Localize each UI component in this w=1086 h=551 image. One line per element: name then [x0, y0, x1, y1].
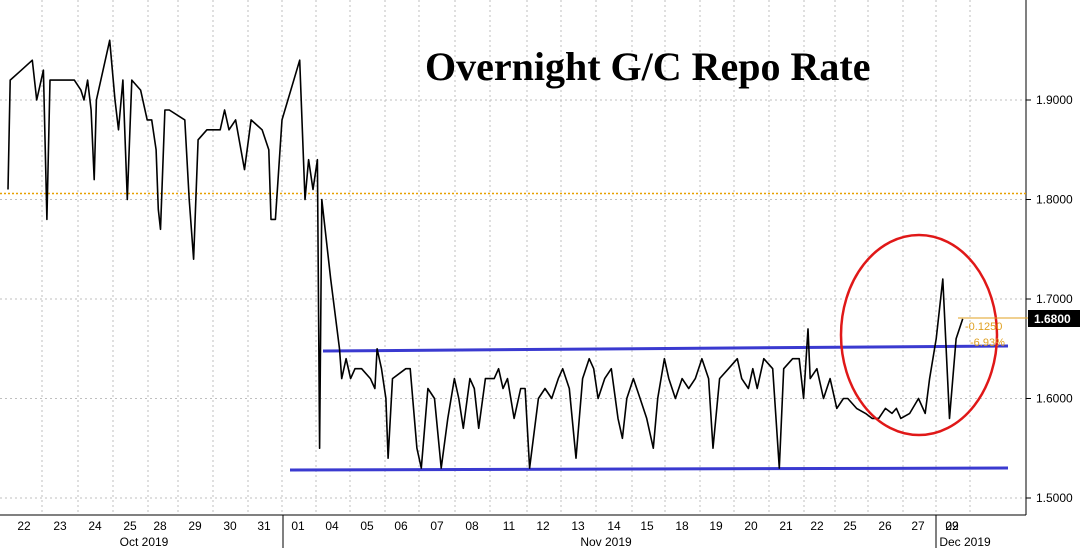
x-tick-label: 24: [88, 519, 102, 533]
x-tick-label: 23: [53, 519, 67, 533]
change-percent-label: -6.93%: [970, 337, 1005, 349]
series-line-group: [7, 39, 964, 469]
last-value-label: 1.6800: [1034, 312, 1071, 326]
x-tick-label: 12: [536, 519, 550, 533]
month-labels: Oct 2019 Nov 2019 Dec 2019: [120, 535, 991, 549]
month-label: Nov 2019: [580, 535, 632, 549]
y-tick-label: 1.5000: [1036, 491, 1073, 505]
channel-lower-line: [289, 466, 1009, 472]
x-axis-tick-labels: 22 23 24 25 28 29 30 31 01 04 05 06 07 08 11 12 13 14 15 18…: [17, 515, 959, 548]
x-tick-label: 02: [945, 519, 959, 533]
x-tick-label: 29: [188, 519, 202, 533]
x-tick-label: 22: [810, 519, 824, 533]
y-tick-label: 1.9000: [1036, 93, 1073, 107]
y-tick-label: 1.6000: [1036, 392, 1073, 406]
x-tick-label: 14: [607, 519, 621, 533]
x-tick-label: 08: [465, 519, 479, 533]
x-tick-label: 29: [945, 519, 959, 533]
x-tick-label: 30: [223, 519, 237, 533]
channel-lines: [289, 344, 1009, 472]
x-tick-label: 21: [779, 519, 793, 533]
x-tick-label: 18: [675, 519, 689, 533]
x-tick-label: 05: [360, 519, 374, 533]
chart-title: Overnight G/C Repo Rate: [425, 44, 871, 89]
y-tick-label: 1.7000: [1036, 292, 1073, 306]
y-tick-label: 1.8000: [1036, 193, 1073, 207]
x-tick-label: 19: [709, 519, 723, 533]
highlight-circle: [839, 233, 999, 437]
month-label: Oct 2019: [120, 535, 169, 549]
x-tick-label: 28: [153, 519, 167, 533]
x-tick-label: 31: [257, 519, 271, 533]
x-tick-label: 25: [843, 519, 857, 533]
y-axis-tick-labels: 1.5000 1.6000 1.7000 1.8000 1.9000: [1026, 93, 1073, 505]
x-tick-label: 11: [503, 519, 516, 533]
change-absolute-label: -0.1250: [965, 321, 1002, 333]
last-value-tag: [1028, 310, 1080, 327]
x-tick-label: 27: [911, 519, 925, 533]
grid-lines: [0, 0, 1026, 515]
x-tick-label: 26: [878, 519, 892, 533]
x-tick-label: 13: [571, 519, 585, 533]
repo-rate-series-line: [7, 39, 964, 469]
x-tick-label: 04: [325, 519, 339, 533]
x-tick-label: 25: [123, 519, 137, 533]
x-tick-label: 06: [394, 519, 408, 533]
x-tick-label: 20: [744, 519, 758, 533]
month-label: Dec 2019: [939, 535, 991, 549]
x-tick-label: 07: [430, 519, 444, 533]
x-tick-label: 15: [640, 519, 654, 533]
x-tick-label: 01: [291, 519, 305, 533]
x-tick-label: 22: [17, 519, 31, 533]
channel-upper-line: [322, 344, 1009, 353]
